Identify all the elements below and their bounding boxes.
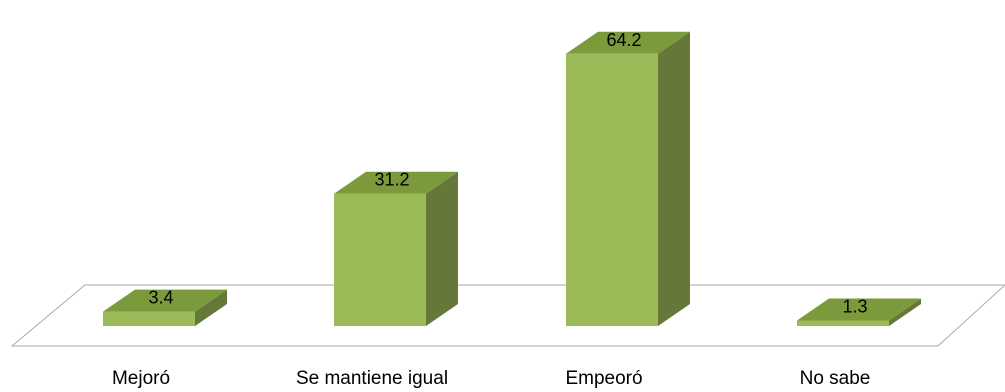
bar-1: [103, 289, 227, 326]
category-labels-group: Mejoró Se mantiene igual Empeoró No sabe: [112, 368, 870, 389]
category-label-1: Mejoró: [112, 368, 170, 389]
value-labels-group: 3.4 31.2 64.2 1.3: [148, 30, 867, 317]
value-label-1: 3.4: [148, 288, 173, 308]
bar-4-top: [797, 298, 921, 321]
bar-2-front: [334, 193, 426, 326]
bar-3-top: [566, 31, 690, 54]
bar-1-top: [103, 289, 227, 312]
bar-3-front: [566, 53, 658, 327]
bar-4-front: [797, 320, 889, 326]
bar-1-side: [195, 289, 227, 326]
bar-2-top: [334, 171, 458, 194]
bar-4: [797, 298, 921, 326]
chart-floor: [10, 284, 1005, 347]
value-label-3: 64.2: [606, 30, 641, 50]
bar-3-side: [658, 31, 690, 327]
category-label-2: Se mantiene igual: [296, 368, 448, 389]
value-label-4: 1.3: [842, 296, 867, 316]
bar-4-side: [889, 298, 921, 326]
bar-3: [566, 31, 690, 327]
category-label-4: No sabe: [800, 368, 871, 389]
value-label-2: 31.2: [374, 170, 409, 190]
bar-1-front: [103, 311, 195, 326]
bars-group: [103, 31, 921, 327]
bar-2-side: [426, 171, 458, 326]
category-label-3: Empeoró: [565, 368, 642, 389]
bar-2: [334, 171, 458, 326]
